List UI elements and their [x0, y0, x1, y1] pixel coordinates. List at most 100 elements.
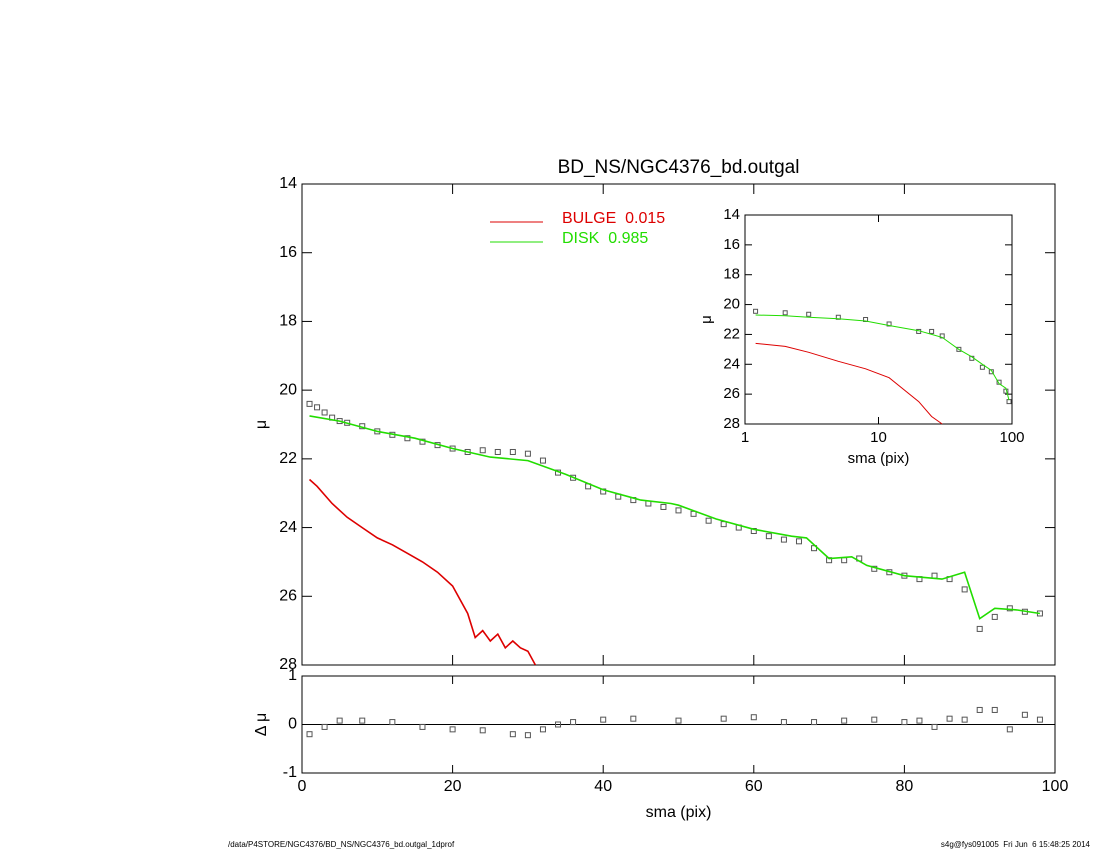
data-point [931, 723, 938, 730]
data-point [404, 435, 411, 442]
data-point [314, 404, 321, 411]
data-point [1036, 716, 1043, 723]
data-point [389, 719, 396, 726]
data-point [720, 715, 727, 722]
y-tick-label: 24 [279, 519, 297, 536]
model-line [755, 314, 1010, 401]
data-point [750, 714, 757, 721]
data-point [976, 706, 983, 713]
chart-title: BD_NS/NGC4376_bd.outgal [558, 157, 800, 178]
data-point [509, 448, 516, 455]
y-axis-label: μ [698, 315, 715, 324]
y-tick-label: 28 [279, 656, 297, 673]
y-tick-label: 16 [279, 244, 297, 261]
data-point [479, 447, 486, 454]
data-point [765, 533, 772, 540]
data-point [570, 719, 577, 726]
y-tick-label: 14 [723, 206, 740, 223]
data-point [795, 538, 802, 545]
data-point [705, 517, 712, 524]
data-point [359, 717, 366, 724]
data-point [524, 732, 531, 739]
x-tick-label: 100 [999, 429, 1024, 446]
data-point [675, 507, 682, 514]
data-point [555, 721, 562, 728]
y-tick-label: 22 [723, 325, 740, 342]
data-point [979, 364, 985, 370]
y-tick-label: 16 [723, 236, 740, 253]
data-point [600, 716, 607, 723]
x-axis-label: sma (pix) [646, 804, 712, 821]
data-point [1006, 726, 1013, 733]
data-point [321, 723, 328, 730]
data-point [539, 457, 546, 464]
data-point [961, 586, 968, 593]
data-point [841, 717, 848, 724]
data-point [929, 328, 935, 334]
x-tick-label: 40 [594, 778, 612, 795]
x-tick-label: 10 [870, 429, 887, 446]
data-point [956, 346, 962, 352]
y-axis-label: Δ μ [253, 713, 270, 736]
footer-left: /data/P4STORE/NGC4376/BD_NS/NGC4376_bd.o… [228, 840, 455, 849]
x-tick-label: 100 [1042, 778, 1069, 795]
data-point [991, 613, 998, 620]
y-tick-label: 20 [279, 381, 297, 398]
data-point [336, 717, 343, 724]
data-point [1006, 605, 1013, 612]
data-point [509, 731, 516, 738]
data-point [931, 572, 938, 579]
model-line [755, 342, 943, 425]
data-point [660, 503, 667, 510]
y-tick-label: 1 [288, 667, 297, 684]
data-point [811, 719, 818, 726]
y-tick-label: 22 [279, 450, 297, 467]
data-point [806, 311, 812, 317]
data-point [901, 719, 908, 726]
data-point [871, 716, 878, 723]
data-point [1021, 711, 1028, 718]
y-tick-label: 26 [723, 385, 740, 402]
footer-right: s4g@fys091005 Fri Jun 6 15:48:25 2014 [941, 840, 1091, 849]
data-point [916, 717, 923, 724]
y-tick-label: 18 [723, 266, 740, 283]
y-tick-label: 14 [279, 175, 297, 192]
data-point [306, 731, 313, 738]
data-point [306, 400, 313, 407]
data-point [524, 450, 531, 457]
legend-label: DISK 0.985 [562, 230, 648, 247]
data-point [782, 310, 788, 316]
data-point [780, 719, 787, 726]
model-line [309, 415, 1041, 620]
data-point [946, 715, 953, 722]
x-tick-label: 20 [444, 778, 462, 795]
data-point [494, 448, 501, 455]
x-tick-label: 1 [741, 429, 749, 446]
data-point [841, 557, 848, 564]
data-point [976, 625, 983, 632]
data-point [961, 716, 968, 723]
y-tick-label: 18 [279, 313, 297, 330]
y-tick-label: 28 [723, 415, 740, 432]
legend-label: BULGE 0.015 [562, 210, 665, 227]
y-tick-label: 0 [288, 716, 297, 733]
y-tick-label: 24 [723, 355, 740, 372]
data-point [479, 727, 486, 734]
data-point [720, 521, 727, 528]
data-point [753, 308, 759, 314]
data-point [449, 726, 456, 733]
plot-frame [744, 214, 1013, 425]
x-tick-label: 80 [896, 778, 914, 795]
data-point [991, 706, 998, 713]
data-point [321, 409, 328, 416]
y-tick-label: -1 [283, 764, 297, 781]
y-axis-label: μ [253, 420, 270, 429]
plot-frame [301, 183, 1056, 666]
data-point [780, 536, 787, 543]
x-tick-label: 0 [298, 778, 307, 795]
data-point [1006, 399, 1012, 405]
data-point [539, 726, 546, 733]
data-point [630, 715, 637, 722]
